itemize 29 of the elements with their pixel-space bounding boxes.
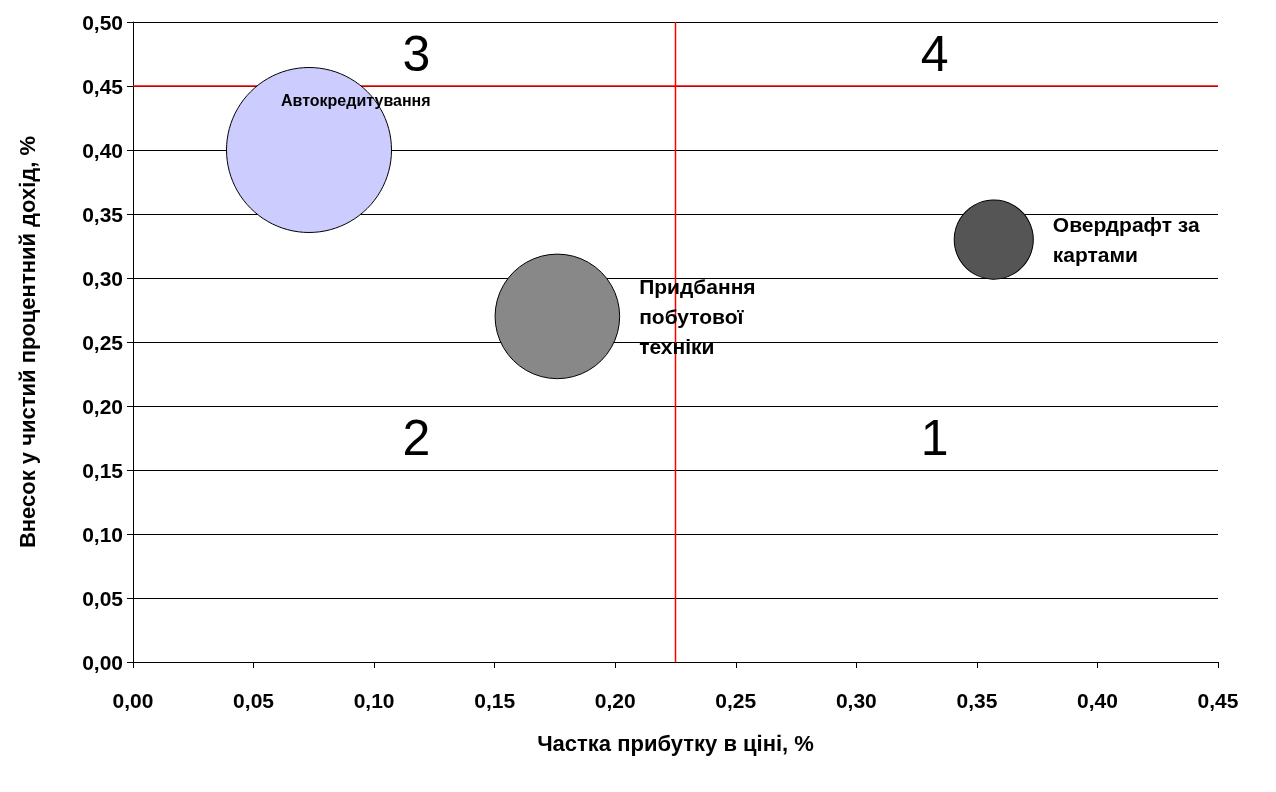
x-tick-label: 0,30: [835, 689, 877, 712]
x-tick-label: 0,15: [474, 689, 516, 712]
y-tick-label: 0,40: [82, 138, 123, 162]
x-tick-label: 0,35: [956, 689, 998, 712]
annotation: 2: [402, 410, 431, 466]
x-tick-label: 0,00: [112, 689, 154, 712]
x-tick-label: 0,20: [594, 689, 636, 712]
y-tick-label: 0,05: [82, 586, 124, 610]
annotation: 4: [920, 26, 949, 82]
annotation: 3: [402, 26, 431, 82]
y-tick-label: 0,50: [82, 10, 123, 34]
x-tick-label: 0,10: [353, 689, 395, 712]
y-tick-label: 0,15: [82, 458, 124, 482]
x-tick-label: 0,45: [1197, 689, 1239, 712]
x-tick-label: 0,25: [715, 689, 757, 712]
x-tick-label: 0,40: [1077, 689, 1118, 712]
y-tick-label: 0,25: [82, 330, 124, 354]
annotation: 1: [920, 410, 949, 466]
y-tick-label: 0,45: [82, 74, 124, 98]
y-tick-label: 0,10: [82, 522, 123, 546]
y-tick-label: 0,00: [82, 650, 123, 674]
y-tick-label: 0,35: [82, 202, 124, 226]
y-axis-title: Внесок у чистий процентний дохід, %: [14, 135, 40, 549]
series-label: Овердрафт за картами: [1052, 213, 1200, 267]
x-tick-label: 0,05: [233, 689, 275, 712]
y-tick-label: 0,20: [82, 394, 123, 418]
x-axis-title: Частка прибутку в ціні, %: [537, 730, 814, 756]
y-tick-label: 0,30: [82, 266, 123, 290]
series-label: Автокредитування: [281, 91, 431, 109]
